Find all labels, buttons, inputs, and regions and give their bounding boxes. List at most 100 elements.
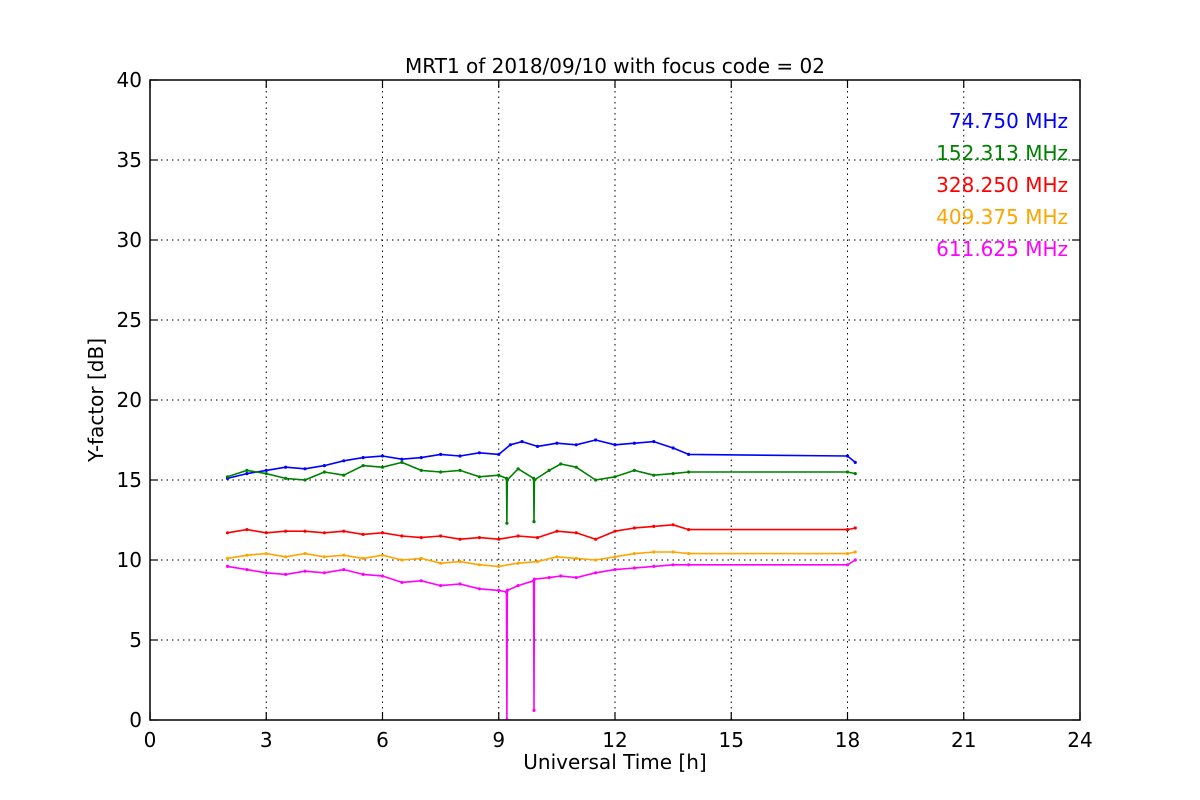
data-point <box>458 454 462 458</box>
x-axis-label: Universal Time [h] <box>523 750 706 774</box>
data-point <box>342 459 346 463</box>
data-point <box>853 550 857 554</box>
data-point <box>342 568 346 572</box>
data-point <box>671 523 675 527</box>
data-point <box>687 452 691 456</box>
data-point <box>264 468 268 472</box>
x-tick-label: 18 <box>835 728 860 752</box>
data-point <box>458 537 462 541</box>
data-point <box>303 529 307 533</box>
data-point <box>458 582 462 586</box>
data-point <box>574 556 578 561</box>
data-point <box>400 460 404 464</box>
y-tick-label: 20 <box>117 388 142 412</box>
data-point <box>361 572 365 577</box>
data-point <box>687 470 691 474</box>
x-tick-label: 12 <box>602 728 627 752</box>
data-point <box>361 464 365 468</box>
data-point <box>853 472 857 476</box>
data-point <box>477 536 481 540</box>
data-point <box>497 588 501 593</box>
data-point <box>245 553 249 557</box>
data-point <box>284 476 288 480</box>
data-point <box>322 571 326 575</box>
data-point <box>380 465 385 469</box>
x-tick-label: 15 <box>719 728 744 752</box>
data-point <box>342 553 346 557</box>
data-point <box>361 556 365 561</box>
data-point <box>439 534 443 538</box>
legend-entry: 328.250 MHz <box>936 173 1068 197</box>
data-point <box>497 452 501 456</box>
data-point <box>245 528 249 532</box>
data-point <box>284 465 288 469</box>
data-point <box>535 536 540 540</box>
data-point <box>845 470 850 474</box>
data-point <box>516 584 520 588</box>
data-point <box>671 563 675 567</box>
data-point <box>225 564 230 569</box>
series-line <box>227 559 856 720</box>
data-point <box>671 472 675 476</box>
data-point <box>400 558 404 562</box>
data-point <box>687 563 691 567</box>
data-point <box>508 443 512 447</box>
data-point <box>555 555 559 559</box>
x-tick-label: 21 <box>951 728 976 752</box>
data-point <box>264 552 268 556</box>
data-point <box>439 584 443 588</box>
data-point <box>322 470 326 474</box>
data-point <box>516 467 520 471</box>
data-point <box>380 531 385 535</box>
data-point <box>505 588 509 593</box>
data-point <box>284 555 288 559</box>
data-point <box>845 454 850 458</box>
data-point <box>419 536 423 540</box>
data-point <box>547 576 551 580</box>
data-point <box>845 563 850 567</box>
legend-entry: 611.625 MHz <box>936 237 1068 261</box>
y-tick-label: 10 <box>117 548 142 572</box>
data-point <box>613 443 617 447</box>
data-point <box>439 561 443 565</box>
data-point <box>225 531 230 535</box>
data-point <box>225 475 230 479</box>
data-point <box>632 566 636 570</box>
series-layer <box>225 438 857 720</box>
data-point <box>535 444 540 448</box>
data-point <box>400 457 404 461</box>
legend: 74.750 MHz 152.313 MHz 328.250 MHz 409.375 … <box>936 109 1068 261</box>
data-point <box>380 454 385 458</box>
data-point <box>245 472 249 476</box>
data-point <box>303 467 307 471</box>
data-point <box>342 473 346 477</box>
data-point <box>574 531 578 535</box>
data-point <box>458 560 462 564</box>
y-tick-label: 40 <box>117 68 142 92</box>
data-point <box>671 550 675 554</box>
data-point <box>594 558 598 562</box>
legend-entry: 74.750 MHz <box>949 109 1068 133</box>
series-line <box>227 439 856 480</box>
y-tick-label: 30 <box>117 228 142 252</box>
data-point <box>439 470 443 474</box>
data-point <box>477 451 481 455</box>
data-point <box>547 468 551 472</box>
ticks: 0 3 6 9 12 15 18 21 24 0 5 10 15 20 25 30 35 40 <box>117 68 1093 752</box>
data-point <box>264 472 268 476</box>
data-point <box>613 568 617 572</box>
data-point <box>632 468 636 472</box>
data-point <box>652 473 656 477</box>
data-point <box>245 568 249 572</box>
data-point <box>303 552 307 556</box>
data-point <box>555 441 559 445</box>
data-point <box>303 569 307 573</box>
data-point <box>497 537 501 541</box>
data-point <box>284 572 288 577</box>
data-point <box>361 456 365 460</box>
data-point <box>342 529 346 533</box>
data-point <box>532 708 536 713</box>
data-point <box>419 579 423 583</box>
y-tick-label: 0 <box>129 708 142 732</box>
data-point <box>687 528 691 532</box>
